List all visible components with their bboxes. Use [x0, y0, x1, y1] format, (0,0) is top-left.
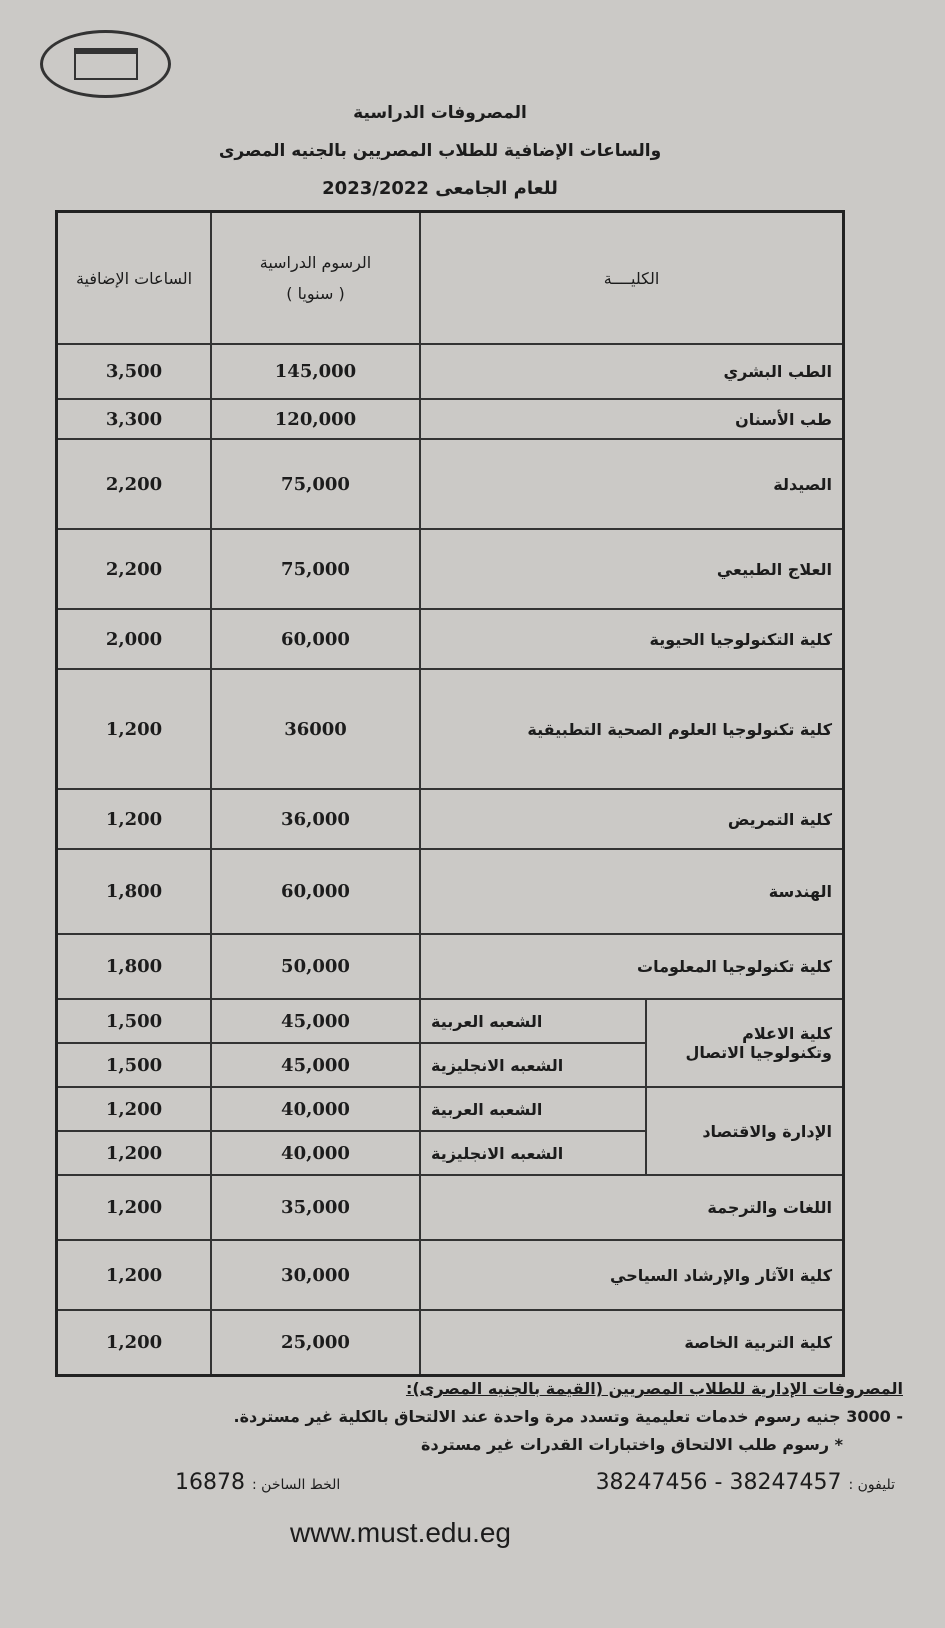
tuition-fee: 60,000: [210, 608, 421, 670]
faculty-name: الصيدلة: [419, 438, 845, 530]
faculty-name: كلية التربية الخاصة: [419, 1309, 845, 1376]
extra-hour-fee: 1,200: [55, 1239, 212, 1311]
table-row: الهندسة 60,000 1,800: [55, 848, 845, 935]
header-fees-sub: ( سنويا ): [286, 284, 345, 303]
tuition-fee: 75,000: [210, 528, 421, 610]
extra-hour-fee: 1,200: [55, 1086, 212, 1132]
extra-hour-fee: 3,500: [55, 343, 212, 400]
phone-label: تليفون :: [848, 1477, 895, 1493]
hotline-number: 16878: [175, 1470, 245, 1495]
header-fees: الرسوم الدراسية ( سنويا ): [210, 210, 421, 345]
extra-hour-fee: 2,200: [55, 528, 212, 610]
notes-heading: المصروفات الإدارية للطلاب المصريين (القي…: [405, 1379, 903, 1398]
table-row: كلية التمريض 36,000 1,200: [55, 788, 845, 850]
tuition-fee: 35,000: [210, 1174, 421, 1241]
header-fees-label: الرسوم الدراسية: [259, 253, 372, 272]
table-row: اللغات والترجمة 35,000 1,200: [55, 1174, 845, 1241]
tuition-fee: 120,000: [210, 398, 421, 440]
tuition-fee: 145,000: [210, 343, 421, 400]
header-faculty: الكليــــة: [419, 210, 845, 345]
tuition-fee: 45,000: [210, 1042, 421, 1088]
tuition-fee: 75,000: [210, 438, 421, 530]
faculty-name: اللغات والترجمة: [419, 1174, 845, 1241]
faculty-name: كلية الآثار والإرشاد السياحي: [419, 1239, 845, 1311]
table-row: كلية التربية الخاصة 25,000 1,200: [55, 1309, 845, 1376]
website-link[interactable]: www.must.edu.eg: [290, 1517, 511, 1548]
title-line-1: المصروفات الدراسية: [353, 103, 527, 123]
section-name: الشعبه العربية: [419, 998, 647, 1044]
section-name: الشعبه العربية: [419, 1086, 647, 1132]
extra-hour-fee: 2,200: [55, 438, 212, 530]
faculty-name: الطب البشري: [419, 343, 845, 400]
building-icon: [73, 48, 138, 80]
note-item: * رسوم طلب الالتحاق واختبارات القدرات غي…: [421, 1435, 843, 1454]
faculty-name: الهندسة: [419, 848, 845, 935]
extra-hour-fee: 1,800: [55, 848, 212, 935]
faculty-name: طب الأسنان: [419, 398, 845, 440]
faculty-name: كلية التمريض: [419, 788, 845, 850]
phone: تليفون : 38247457 - 38247456: [596, 1470, 895, 1495]
university-logo: [40, 30, 171, 98]
faculty-name: كلية التكنولوجيا الحيوية: [419, 608, 845, 670]
extra-hour-fee: 1,200: [55, 1309, 212, 1376]
table-row: الطب البشري 145,000 3,500: [55, 343, 845, 400]
table-row: طب الأسنان 120,000 3,300: [55, 398, 845, 440]
fees-table: الكليــــة الرسوم الدراسية ( سنويا ) السا…: [55, 210, 845, 1377]
tuition-fee: 36000: [210, 668, 421, 790]
table-row: كلية تكنولوجيا المعلومات 50,000 1,800: [55, 933, 845, 1000]
header-hours: الساعات الإضافية: [55, 210, 212, 345]
extra-hour-fee: 1,500: [55, 1042, 212, 1088]
tuition-fee: 45,000: [210, 998, 421, 1044]
table-row: العلاج الطبيعي 75,000 2,200: [55, 528, 845, 610]
hotline: الخط الساخن : 16878: [175, 1470, 340, 1495]
table-header: الكليــــة الرسوم الدراسية ( سنويا ) السا…: [55, 210, 845, 345]
tuition-fee: 60,000: [210, 848, 421, 935]
extra-hour-fee: 1,500: [55, 998, 212, 1044]
title-line-3: للعام الجامعى 2023/2022: [322, 178, 558, 199]
tuition-fee: 50,000: [210, 933, 421, 1000]
phone-number: 38247457 - 38247456: [595, 1470, 842, 1495]
tuition-fee: 25,000: [210, 1309, 421, 1376]
extra-hour-fee: 3,300: [55, 398, 212, 440]
table-row: كلية الاعلام وتكنولوجيا الاتصال الشعبه ال…: [55, 998, 845, 1088]
faculty-name: كلية تكنولوجيا المعلومات: [419, 933, 845, 1000]
extra-hour-fee: 1,800: [55, 933, 212, 1000]
faculty-name: العلاج الطبيعي: [419, 528, 845, 610]
document-title: المصروفات الدراسية والساعات الإضافية للط…: [180, 94, 700, 208]
table-row: كلية التكنولوجيا الحيوية 60,000 2,000: [55, 608, 845, 670]
admin-fees-notes: المصروفات الإدارية للطلاب المصريين (القي…: [23, 1375, 903, 1459]
contact-info: تليفون : 38247457 - 38247456 الخط الساخن…: [175, 1470, 895, 1495]
table-row: الشعبه الانجليزية 45,000 1,500: [55, 1042, 844, 1088]
extra-hour-fee: 1,200: [55, 788, 212, 850]
tuition-fee: 40,000: [210, 1086, 421, 1132]
extra-hour-fee: 1,200: [55, 1130, 212, 1176]
table-row: الصيدلة 75,000 2,200: [55, 438, 845, 530]
faculty-name: كلية الاعلام وتكنولوجيا الاتصال: [645, 998, 845, 1088]
section-name: الشعبه الانجليزية: [419, 1130, 647, 1176]
tuition-fee: 36,000: [210, 788, 421, 850]
table-row: الإدارة والاقتصاد الشعبه العربية 40,000 1,2…: [55, 1086, 845, 1176]
extra-hour-fee: 1,200: [55, 1174, 212, 1241]
extra-hour-fee: 2,000: [55, 608, 212, 670]
table-row: كلية تكنولوجيا العلوم الصحية التطبيقية 36…: [55, 668, 845, 790]
faculty-name: الإدارة والاقتصاد: [645, 1086, 845, 1176]
note-item: - 3000 جنيه رسوم خدمات تعليمية وتسدد مرة…: [233, 1407, 903, 1426]
faculty-name: كلية تكنولوجيا العلوم الصحية التطبيقية: [419, 668, 845, 790]
table-row: كلية الآثار والإرشاد السياحي 30,000 1,200: [55, 1239, 845, 1311]
table-row: الشعبه الانجليزية 40,000 1,200: [55, 1130, 844, 1176]
tuition-fee: 40,000: [210, 1130, 421, 1176]
title-line-2: والساعات الإضافية للطلاب المصريين بالجني…: [218, 141, 662, 161]
hotline-label: الخط الساخن :: [252, 1477, 341, 1493]
section-name: الشعبه الانجليزية: [419, 1042, 647, 1088]
tuition-fee: 30,000: [210, 1239, 421, 1311]
extra-hour-fee: 1,200: [55, 668, 212, 790]
